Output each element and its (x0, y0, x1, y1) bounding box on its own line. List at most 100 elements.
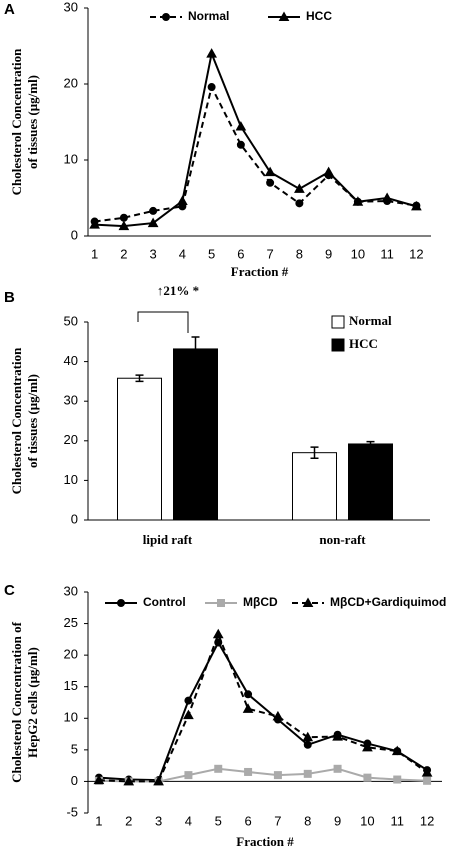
error-bar (135, 374, 144, 383)
marker (302, 597, 314, 607)
x-tick-label: 12 (409, 246, 423, 261)
marker (362, 741, 373, 752)
x-tick-label: 2 (120, 246, 127, 261)
legend-label: Normal (349, 313, 392, 328)
x-tick-label: 1 (95, 813, 102, 828)
marker (278, 11, 290, 21)
y-tick-label: 15 (64, 678, 78, 693)
marker (381, 192, 393, 202)
marker (272, 710, 284, 721)
marker (323, 166, 334, 177)
marker (352, 196, 364, 206)
legend-swatch (331, 338, 345, 352)
y-tick-label: 30 (64, 583, 78, 598)
x-tick-label: 8 (296, 246, 303, 261)
marker (294, 183, 305, 193)
bar (117, 377, 162, 521)
marker (119, 213, 128, 222)
y-tick-label: 10 (64, 710, 78, 725)
y-tick-label: 0 (71, 511, 78, 526)
marker (93, 774, 105, 785)
legend-label: MβCD+Gardiquimod (330, 595, 446, 609)
x-tick-label: 4 (185, 813, 192, 828)
y-tick-label: 5 (71, 741, 78, 756)
y-tick-label: 30 (64, 0, 78, 14)
legend-label: HCC (306, 9, 332, 23)
y-axis-title: HepG2 cells (μg/ml) (25, 647, 40, 758)
x-tick-label: 11 (391, 813, 405, 828)
marker (303, 769, 312, 778)
marker (184, 696, 193, 705)
error-bar (191, 336, 200, 362)
y-axis-title: of tissues (μg/ml) (25, 374, 40, 468)
marker (214, 764, 223, 773)
y-tick-label: 10 (64, 151, 78, 166)
y-tick-label: 20 (64, 75, 78, 90)
marker (236, 140, 245, 149)
y-tick-label: 50 (64, 313, 78, 328)
marker (332, 731, 343, 741)
series-line (94, 50, 417, 228)
marker (333, 764, 342, 773)
x-tick-label: 12 (420, 813, 434, 828)
x-tick-label: 6 (244, 813, 251, 828)
marker (177, 195, 188, 206)
marker (149, 206, 158, 215)
x-tick-label: 9 (325, 246, 332, 261)
marker (393, 775, 402, 784)
x-tick-label: 1 (91, 246, 98, 261)
y-tick-label: -5 (66, 804, 78, 819)
marker (183, 709, 194, 720)
y-axis-title: Cholesterol Concentration (9, 48, 24, 195)
bar (348, 443, 393, 521)
x-tick-label: 5 (208, 246, 215, 261)
legend-label: Normal (188, 9, 229, 23)
y-tick-label: 0 (71, 227, 78, 242)
legend-label: MβCD (243, 595, 278, 609)
y-tick-label: 10 (64, 472, 78, 487)
x-tick-label: 8 (304, 813, 311, 828)
marker (244, 767, 253, 776)
x-tick-label: 9 (334, 813, 341, 828)
marker (118, 220, 130, 231)
legend-swatch (331, 315, 345, 329)
y-axis-title: Cholesterol Concentration (9, 347, 24, 494)
marker (421, 767, 433, 777)
marker (264, 166, 276, 177)
y-tick-label: 40 (64, 353, 78, 368)
marker (147, 217, 159, 228)
x-tick-label: 7 (267, 246, 274, 261)
error-bar (310, 446, 319, 459)
y-tick-label: 20 (64, 647, 78, 662)
x-tick-label: 4 (179, 246, 186, 261)
marker (184, 771, 193, 780)
bar (173, 348, 218, 521)
legend-label: HCC (349, 336, 378, 351)
x-tick-label: 10 (351, 246, 365, 261)
x-tick-label: 6 (237, 246, 244, 261)
marker (242, 703, 254, 713)
error-bar (366, 440, 375, 448)
marker (153, 775, 164, 786)
marker (217, 599, 225, 607)
x-tick-label: lipid raft (143, 532, 193, 547)
y-tick-label: 30 (64, 393, 78, 408)
marker (212, 628, 224, 639)
panel-letter: A (4, 1, 15, 18)
y-axis-title: Cholesterol Concentration of (9, 621, 24, 782)
y-axis-title: of tissues (μg/ml) (25, 75, 40, 169)
y-tick-label: 20 (64, 432, 78, 447)
x-tick-label: 7 (274, 813, 281, 828)
significance-bracket (137, 311, 189, 333)
panel-letter: B (4, 289, 15, 306)
panel-letter: C (4, 582, 15, 599)
annotation: ↑21% * (157, 283, 199, 298)
marker (303, 740, 312, 749)
series-line (98, 631, 428, 783)
marker (235, 121, 247, 131)
marker (363, 773, 372, 782)
marker (207, 83, 216, 92)
y-tick-label: 25 (64, 615, 78, 630)
marker (89, 219, 100, 229)
